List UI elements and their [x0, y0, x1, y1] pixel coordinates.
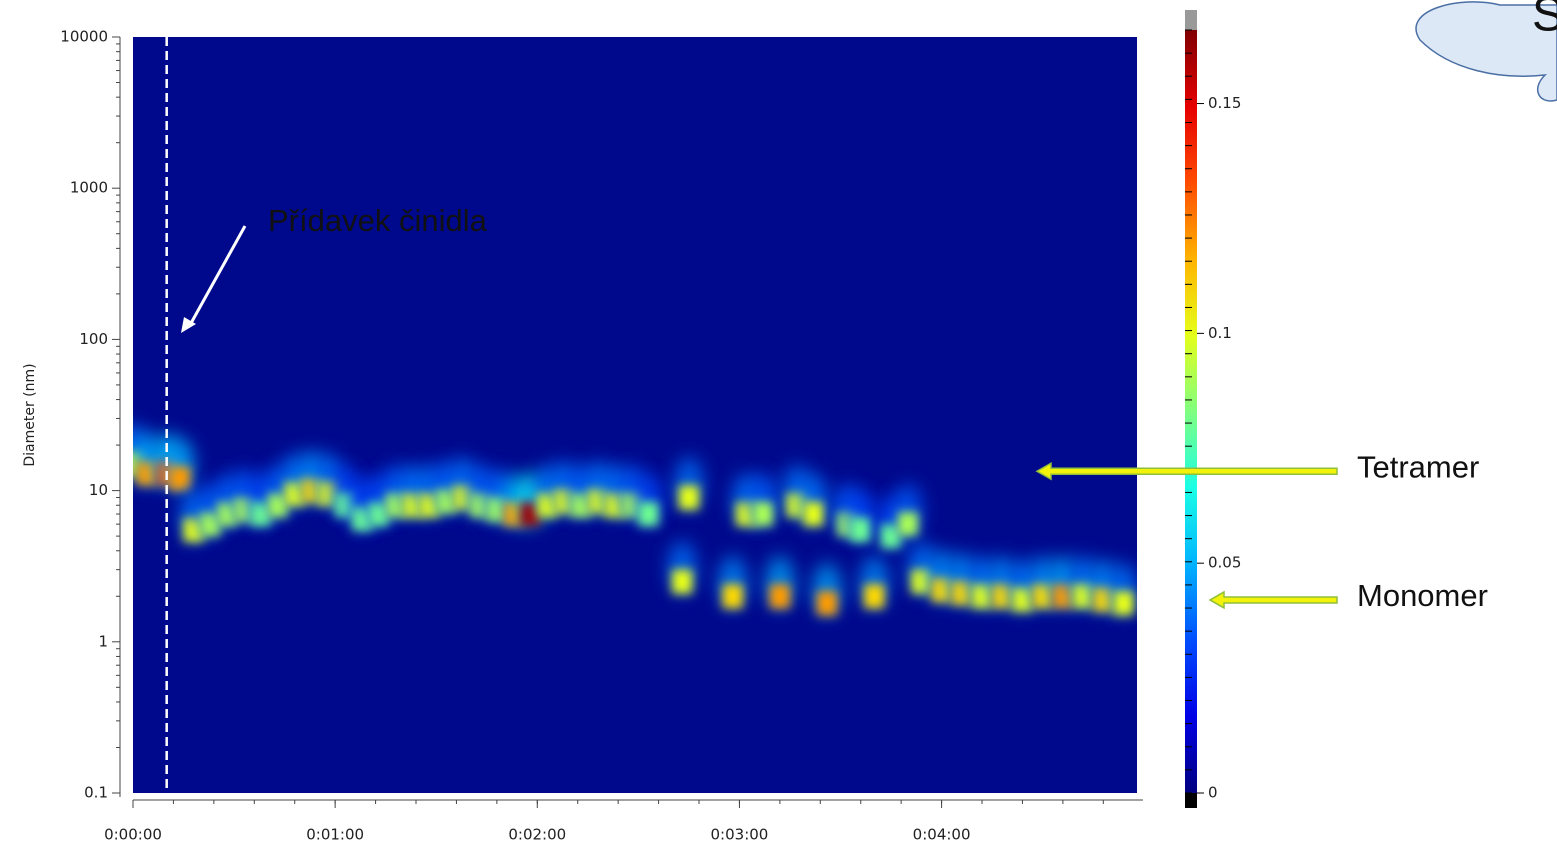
cloud	[1415, 1, 1557, 102]
heat-cell	[769, 584, 790, 609]
heat-cell	[520, 502, 541, 527]
heat-cell	[880, 524, 902, 549]
heat-cell	[911, 569, 932, 594]
y-tick-label: 0.1	[84, 784, 108, 802]
heat-cell	[951, 581, 972, 606]
heat-cell	[1113, 591, 1134, 616]
heat-cell	[850, 517, 871, 542]
colorbar-bottom	[1185, 793, 1197, 808]
y-tick-label: 10000	[60, 28, 108, 46]
heat-cell	[250, 502, 272, 527]
heat-cell	[722, 584, 743, 609]
marker-label: Přídavek činidla	[268, 203, 488, 238]
heat-cell	[931, 578, 952, 603]
colorbar-tick-label: 0.1	[1208, 324, 1232, 342]
corner-text: S	[1532, 0, 1557, 42]
heat-cell	[200, 512, 221, 537]
heat-cell	[638, 502, 659, 527]
heat-cell	[1032, 584, 1053, 609]
y-tick-label: 100	[79, 330, 108, 348]
colorbar-tick-label: 0	[1208, 784, 1218, 802]
heat-cell	[170, 466, 191, 491]
heat-cell	[1012, 587, 1033, 612]
x-tick-label: 0:00:00	[104, 826, 162, 844]
heat-cell	[672, 569, 693, 594]
marker-arrow	[188, 225, 247, 326]
heat-cell	[267, 493, 288, 518]
heat-cell	[136, 461, 157, 486]
heat-cell	[803, 502, 824, 527]
heat-cell	[897, 512, 919, 537]
annotation-arrow	[1208, 590, 1338, 610]
heat-cell	[752, 502, 774, 527]
annotation-label: Tetramer	[1357, 449, 1479, 484]
heat-cell	[1072, 584, 1094, 609]
heat-cell	[816, 591, 838, 616]
heatmap	[133, 423, 1137, 616]
annotation-arrow	[1035, 461, 1338, 481]
heat-cell	[1052, 584, 1073, 609]
y-axis-label: Diameter (nm)	[22, 363, 38, 466]
heat-cell	[971, 584, 993, 609]
x-tick-label: 0:04:00	[913, 826, 971, 844]
heat-cell	[864, 584, 885, 609]
heat-cell	[678, 485, 700, 510]
y-tick-label: 10	[89, 481, 108, 499]
colorbar-tick-label: 0.15	[1208, 94, 1241, 112]
y-tick-label: 1	[98, 632, 108, 650]
y-tick-label: 1000	[70, 179, 108, 197]
colorbar	[1185, 30, 1197, 793]
x-tick-label: 0:02:00	[508, 826, 566, 844]
x-tick-label: 0:01:00	[306, 826, 364, 844]
heat-cell	[1093, 587, 1114, 612]
heat-cell	[992, 584, 1013, 609]
plot-background	[133, 37, 1137, 793]
axes: 0.1 1 10 100 1000 10000 0:00:00 0:01:00 0:02:00 0…	[60, 28, 1143, 844]
marker-arrow-head	[181, 317, 196, 333]
colorbar-tick-label: 0.05	[1208, 554, 1241, 572]
x-tick-label: 0:03:00	[711, 826, 769, 844]
colorbar-top	[1185, 10, 1197, 30]
heat-cell	[368, 502, 390, 527]
annotation-label: Monomer	[1357, 578, 1488, 613]
